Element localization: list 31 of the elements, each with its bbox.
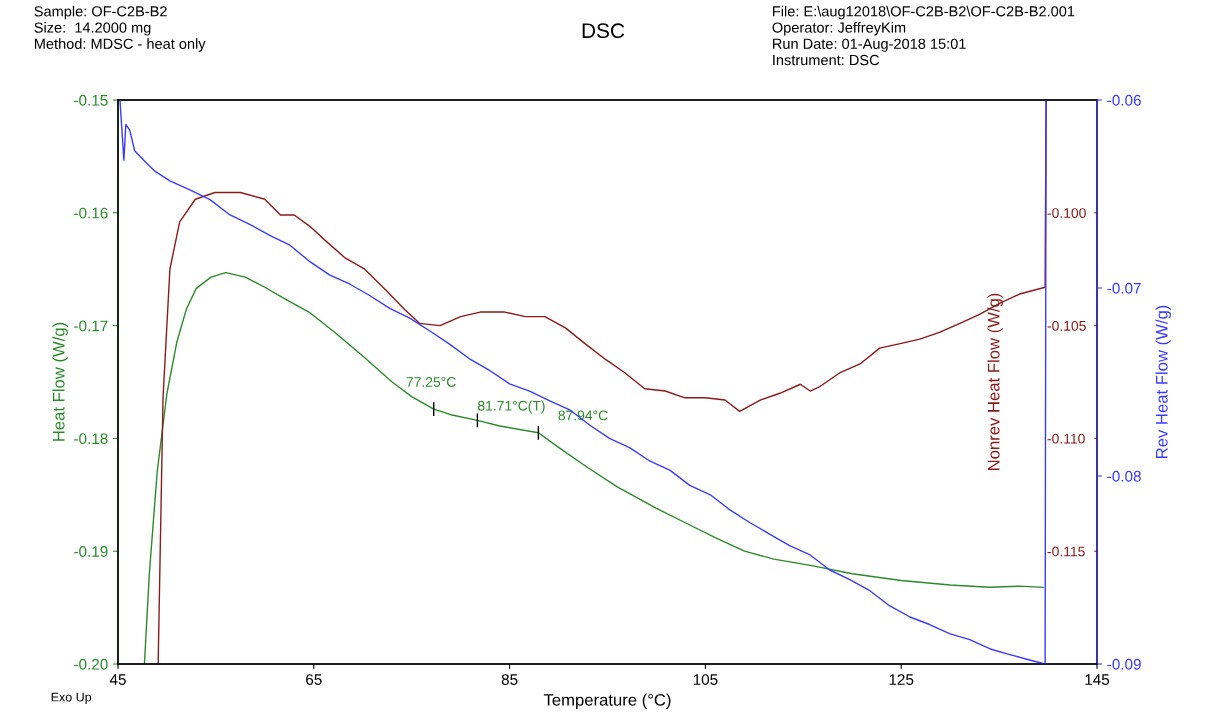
annotation: 77.25°C xyxy=(406,377,456,387)
x-tick-label: 145 xyxy=(1085,674,1110,685)
annotation: 81.71°C(T) xyxy=(477,400,545,414)
y3-axis-title: Rev Heat Flow (W/g) xyxy=(1155,305,1171,458)
x-tick-label: 125 xyxy=(889,674,914,685)
x-tick-label: 105 xyxy=(693,674,718,685)
y2-tick-label: -0.105 xyxy=(1047,320,1086,331)
y2-tick-label: -0.110 xyxy=(1047,433,1085,444)
y-axis-title: Heat Flow (W/g) xyxy=(52,322,68,441)
text: Sample: OF-C2B-B2 Size: 14.2000 mg Method: MDSC - heat only xyxy=(34,5,206,52)
text: Exo Up xyxy=(51,692,92,704)
x-tick-label: 85 xyxy=(501,674,518,685)
line-series xyxy=(143,271,1044,664)
y-tick-label: -0.19 xyxy=(74,546,108,557)
y-tick-label: -0.15 xyxy=(74,94,108,106)
chart-title: DSC xyxy=(582,23,625,39)
y-tick-label: -0.16 xyxy=(74,207,108,219)
y3-tick-label: -0.06 xyxy=(1107,94,1141,106)
y3-tick-label: -0.07 xyxy=(1107,282,1141,294)
y-tick-label: -0.18 xyxy=(74,433,108,445)
y2-tick-label: -0.115 xyxy=(1047,546,1085,557)
y-tick-label: -0.17 xyxy=(74,320,108,332)
x-axis-title: Temperature (°C) xyxy=(543,693,671,710)
y2-axis-title: Nonrev Heat Flow (W/g) xyxy=(987,293,1003,470)
text: File: E:\aug12018\OF-C2B-B2\OF-C2B-B2.001 Operator: JeffreyKim Run Date: 01-Aug-2018 15:01 Instrument: DSC xyxy=(772,5,1075,66)
y-tick-label: -0.20 xyxy=(74,658,108,670)
y2-tick-label: -0.100 xyxy=(1047,208,1086,218)
y3-tick-label: -0.09 xyxy=(1107,658,1141,670)
x-tick-label: 45 xyxy=(109,674,126,685)
x-tick-label: 65 xyxy=(306,674,322,685)
y3-tick-label: -0.08 xyxy=(1107,470,1141,482)
